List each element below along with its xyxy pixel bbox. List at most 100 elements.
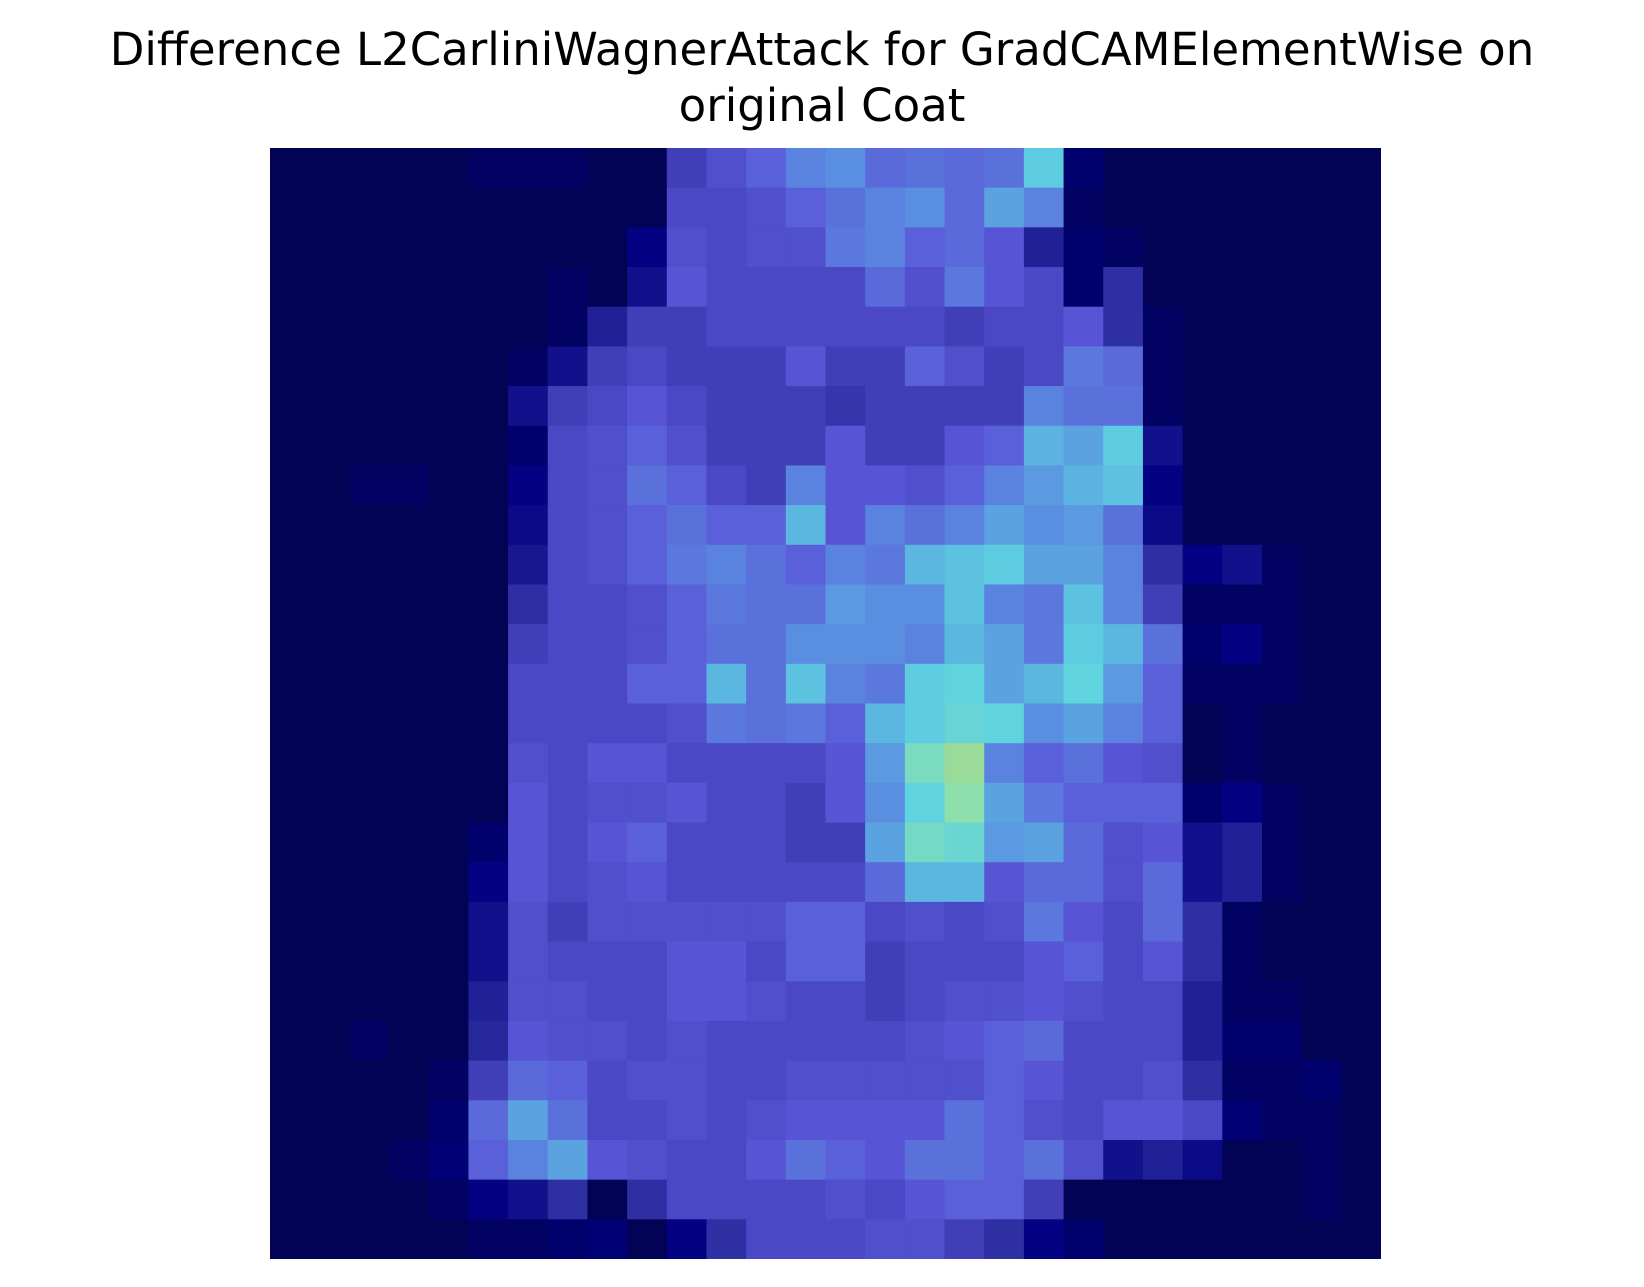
heatmap-cell [627,901,668,943]
heatmap-cell [984,1020,1025,1062]
heatmap-cell [1301,981,1342,1022]
heatmap-cell [627,505,668,546]
heatmap-cell [309,1179,350,1220]
heatmap-cell [428,1139,469,1181]
heatmap-cell [1341,703,1381,744]
heatmap-cell [666,1060,708,1101]
heatmap-cell [547,822,589,863]
heatmap-cell [1103,743,1144,784]
heatmap-cell [1341,306,1381,347]
heatmap-cell [825,862,866,903]
heatmap-cell [1222,1139,1263,1181]
heatmap-cell [984,227,1025,268]
heatmap-cell [468,1020,509,1062]
heatmap-cell [309,822,350,863]
heatmap-cell [825,544,866,586]
heatmap-cell [904,1100,946,1141]
heatmap-cell [1341,1219,1381,1259]
heatmap-cell [1222,624,1263,665]
heatmap-cell [1261,544,1303,586]
heatmap-cell [1222,703,1263,744]
heatmap-cell [547,1139,589,1181]
heatmap-cell [865,1020,906,1062]
heatmap-cell [309,981,350,1022]
heatmap-cell [1142,663,1184,705]
heatmap-cell [1063,901,1104,943]
heatmap-cell [349,1060,390,1101]
heatmap-cell [666,1020,708,1062]
heatmap-cell [1261,1219,1303,1259]
heatmap-cell [785,941,827,982]
heatmap-cell [1142,1179,1184,1220]
heatmap-cell [508,703,549,744]
heatmap-cell [1103,267,1144,308]
heatmap-cell [706,1020,747,1062]
heatmap-cell [627,148,668,189]
heatmap-cell [785,187,827,228]
heatmap-cell [865,544,906,586]
heatmap-cell [1341,584,1381,625]
heatmap-cell [1182,1020,1223,1062]
heatmap-cell [825,505,866,546]
heatmap-cell [1222,1020,1263,1062]
heatmap-cell [1222,782,1263,824]
heatmap-cell [508,941,549,982]
heatmap-cell [1182,306,1223,347]
heatmap-cell [904,703,946,744]
heatmap-cell [349,822,390,863]
heatmap-cell [270,306,311,347]
heatmap-cell [865,981,906,1022]
heatmap-cell [1261,1100,1303,1141]
heatmap-cell [746,1100,787,1141]
heatmap-cell [1341,386,1381,427]
heatmap-cell [270,1219,311,1259]
heatmap-cell [1142,941,1184,982]
heatmap-cell [389,703,430,744]
heatmap-cell [666,1100,708,1141]
heatmap-cell [1261,1139,1303,1181]
heatmap-cell [865,1100,906,1141]
heatmap-cell [627,1179,668,1220]
heatmap-cell [666,346,708,387]
heatmap-cell [270,425,311,467]
heatmap-cell [309,306,350,347]
heatmap-cell [270,544,311,586]
heatmap-cell [1261,346,1303,387]
heatmap-cell [1142,544,1184,586]
heatmap-cell [666,465,708,506]
heatmap-cell [1341,346,1381,387]
heatmap-cell [1261,267,1303,308]
heatmap-cell [1261,703,1303,744]
heatmap-cell [865,822,906,863]
heatmap-cell [349,505,390,546]
heatmap-cell [1063,862,1104,903]
heatmap-cell [389,1139,430,1181]
heatmap-cell [270,505,311,546]
heatmap-cell [1301,346,1342,387]
heatmap-cell [825,782,866,824]
heatmap-cell [587,187,628,228]
heatmap-cell [309,346,350,387]
heatmap-cell [666,306,708,347]
heatmap-cell [1023,584,1065,625]
heatmap-cell [1063,1179,1104,1220]
heatmap-cell [785,465,827,506]
heatmap-cell [627,1100,668,1141]
heatmap-cell [944,663,985,705]
heatmap-cell [389,267,430,308]
heatmap-cell [1023,941,1065,982]
heatmap-cell [1023,227,1065,268]
heatmap-cell [1341,782,1381,824]
heatmap-cell [547,505,589,546]
heatmap-cell [627,743,668,784]
heatmap-cell [944,544,985,586]
heatmap-cell [1261,306,1303,347]
heatmap-cell [1063,1060,1104,1101]
heatmap-cell [627,544,668,586]
heatmap-cell [746,505,787,546]
heatmap-cell [1142,1219,1184,1259]
heatmap-cell [1301,901,1342,943]
heatmap-cell [1301,148,1342,189]
heatmap-cell [1142,1139,1184,1181]
heatmap-cell [1063,505,1104,546]
